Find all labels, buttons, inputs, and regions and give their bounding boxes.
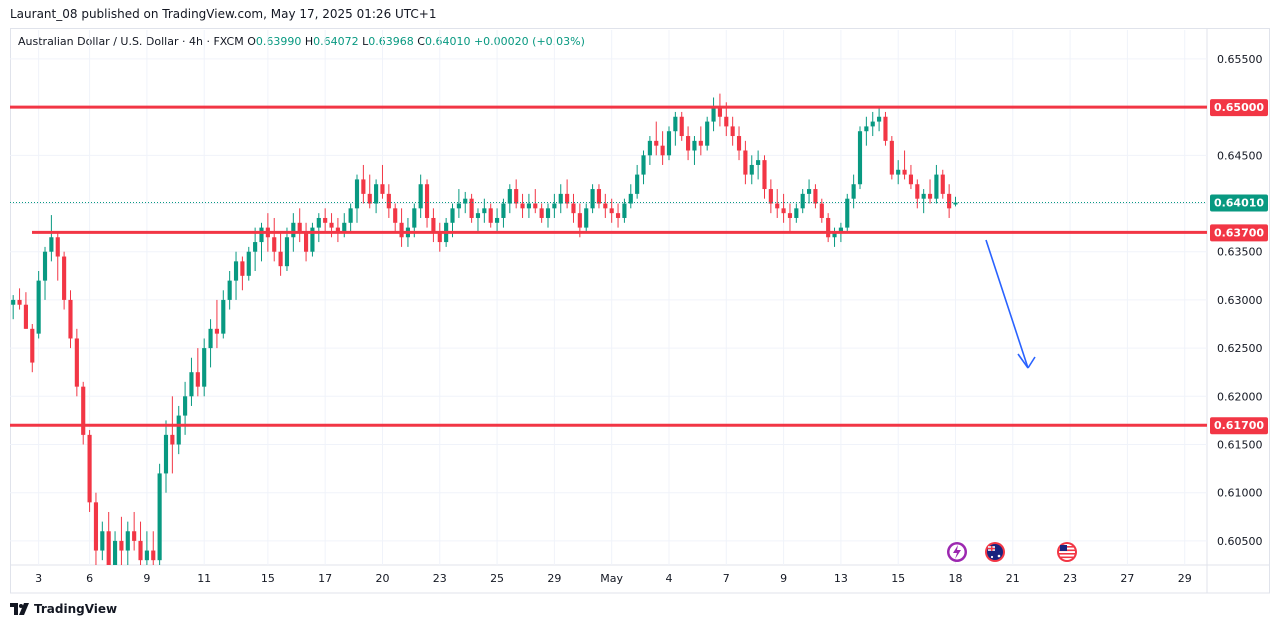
- open-label: O: [247, 35, 256, 48]
- symbol-legend: Australian Dollar / U.S. Dollar · 4h · F…: [18, 35, 585, 48]
- close-value: 0.64010: [424, 35, 471, 48]
- low-label: L: [362, 35, 369, 48]
- high-label: H: [304, 35, 314, 48]
- brand-name: TradingView: [34, 602, 118, 616]
- open-value: 0.63990: [255, 35, 302, 48]
- high-value: 0.64072: [313, 35, 359, 48]
- close-label: C: [417, 35, 425, 48]
- low-value: 0.63968: [368, 35, 414, 48]
- change-value: +0.00020 (+0.03%): [473, 35, 585, 48]
- chart-frame[interactable]: [10, 28, 1270, 593]
- tradingview-logo-icon: [10, 603, 29, 615]
- publication-line: Laurant_08 published on TradingView.com,…: [10, 7, 437, 21]
- symbol-name[interactable]: Australian Dollar / U.S. Dollar · 4h · F…: [18, 35, 244, 48]
- tradingview-brand[interactable]: TradingView: [10, 602, 117, 616]
